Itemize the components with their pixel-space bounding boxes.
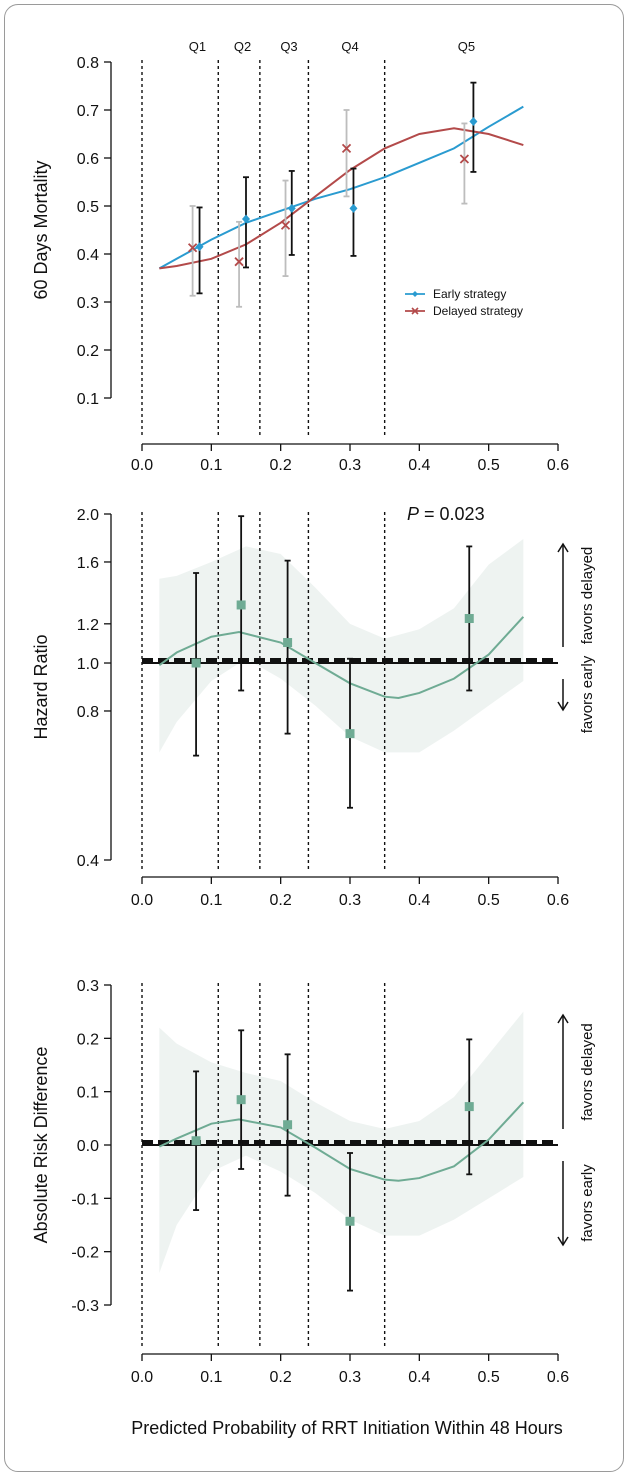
x-tick-label-4: 0.4 <box>408 892 430 909</box>
y-axis-label: Hazard Ratio <box>31 634 51 739</box>
shared-x-axis-label: Predicted Probability of RRT Initiation … <box>131 1418 563 1438</box>
x-tick-label-2: 0.2 <box>270 457 292 474</box>
y-tick-label-5: 0.6 <box>77 151 99 168</box>
x-tick-label-6: 0.6 <box>547 892 569 909</box>
mortality-panel: 0.1 0.2 0.3 0.4 0.5 0.6 0.7 0.8 60 Days Mortalit… <box>31 39 569 474</box>
y-axis-label: 60 Days Mortality <box>31 160 51 299</box>
y-tick-label-4: 0.1 <box>77 1085 99 1102</box>
favors-delayed-arrowhead <box>557 542 569 553</box>
x-tick-label-4: 0.4 <box>408 1369 430 1386</box>
x-tick-label-0: 0.0 <box>131 457 153 474</box>
x-tick-label-5: 0.5 <box>478 457 500 474</box>
confidence-band <box>159 539 524 753</box>
x-tick-label-0: 0.0 <box>131 1369 153 1386</box>
point-2 <box>283 638 293 648</box>
point-3 <box>345 1216 355 1226</box>
point-delayed-4 <box>459 154 470 164</box>
y-tick-label-6: 0.7 <box>77 103 99 120</box>
quintile-label-q2: Q2 <box>234 39 251 54</box>
figure-frame <box>4 4 624 1472</box>
p-value-annotation: P = 0.023 <box>407 504 485 524</box>
y-tick-label-4: 1.6 <box>77 555 99 572</box>
x-tick-label-6: 0.6 <box>547 1369 569 1386</box>
point-0 <box>191 658 201 668</box>
x-tick-label-2: 0.2 <box>270 892 292 909</box>
x-tick-label-5: 0.5 <box>478 1369 500 1386</box>
x-tick-label-4: 0.4 <box>408 457 430 474</box>
quintile-label-q4: Q4 <box>341 39 358 54</box>
point-early-3 <box>349 203 358 213</box>
point-3 <box>345 729 355 739</box>
hazard-ratio-panel: 0.4 0.8 1.0 1.2 1.6 2.0 Hazard Ratio 0.0 0.1 0.2 0… <box>31 504 596 909</box>
y-tick-label-1: 0.2 <box>77 343 99 360</box>
point-0 <box>191 1136 201 1146</box>
point-delayed-3 <box>341 143 352 154</box>
x-tick-label-3: 0.3 <box>339 1369 361 1386</box>
legend-label-early: Early strategy <box>433 287 506 301</box>
point-4 <box>464 614 474 624</box>
x-tick-label-1: 0.1 <box>200 457 222 474</box>
quintile-label-q3: Q3 <box>280 39 297 54</box>
p-value-text: = 0.023 <box>419 504 485 524</box>
y-tick-label-2: 0.3 <box>77 295 99 312</box>
x-tick-label-2: 0.2 <box>270 1369 292 1386</box>
legend-marker-delayed <box>411 307 419 315</box>
favors-early-label: favors early <box>579 655 596 733</box>
favors-early-arrowhead <box>557 1236 569 1247</box>
point-delayed-2 <box>280 220 291 230</box>
quintile-label-q1: Q1 <box>189 39 206 54</box>
point-early-0 <box>195 242 204 252</box>
legend-label-delayed: Delayed strategy <box>433 304 523 318</box>
risk-difference-panel: -0.3 -0.2 -0.1 0.0 0.1 0.2 0.3 Absolute Risk Di… <box>31 978 596 1386</box>
y-tick-label-0: -0.3 <box>71 1298 99 1315</box>
point-1 <box>236 1095 246 1105</box>
point-early-4 <box>469 117 478 127</box>
point-delayed-1 <box>234 257 244 267</box>
point-1 <box>236 600 246 610</box>
x-tick-label-6: 0.6 <box>547 457 569 474</box>
y-tick-label-4: 0.5 <box>77 199 99 216</box>
y-tick-label-1: 0.8 <box>77 704 99 721</box>
point-early-2 <box>287 203 296 213</box>
p-value-symbol: P <box>407 504 419 524</box>
x-tick-label-3: 0.3 <box>339 892 361 909</box>
legend-marker-early <box>412 291 418 297</box>
point-early-1 <box>242 214 250 224</box>
favors-delayed-arrowhead <box>557 1013 569 1024</box>
y-tick-label-1: -0.2 <box>71 1245 99 1262</box>
x-tick-label-1: 0.1 <box>200 1369 222 1386</box>
y-tick-label-6: 0.3 <box>77 978 99 995</box>
y-tick-label-3: 0.4 <box>77 247 99 264</box>
favors-early-arrowhead <box>557 701 569 712</box>
point-2 <box>283 1120 293 1130</box>
y-axis-label: Absolute Risk Difference <box>31 1047 51 1244</box>
y-tick-label-3: 0.0 <box>77 1138 99 1155</box>
y-tick-label-5: 0.2 <box>77 1031 99 1048</box>
x-tick-label-5: 0.5 <box>478 892 500 909</box>
x-tick-label-3: 0.3 <box>339 457 361 474</box>
y-tick-label-5: 2.0 <box>77 507 99 524</box>
x-tick-label-0: 0.0 <box>131 892 153 909</box>
y-tick-label-0: 0.4 <box>77 853 99 870</box>
favors-delayed-label: favors delayed <box>579 547 596 645</box>
y-tick-label-7: 0.8 <box>77 55 99 72</box>
favors-early-label: favors early <box>579 1164 596 1242</box>
point-delayed-0 <box>187 243 198 253</box>
y-tick-label-2: -0.1 <box>71 1191 99 1208</box>
point-4 <box>464 1102 474 1112</box>
y-tick-label-0: 0.1 <box>77 391 99 408</box>
favors-delayed-label: favors delayed <box>579 1023 596 1121</box>
y-tick-label-3: 1.2 <box>77 617 99 634</box>
x-tick-label-1: 0.1 <box>200 892 222 909</box>
curve-early <box>158 105 524 270</box>
quintile-label-q5: Q5 <box>458 39 475 54</box>
y-tick-label-2: 1.0 <box>77 656 99 673</box>
curve-delayed <box>159 127 524 270</box>
